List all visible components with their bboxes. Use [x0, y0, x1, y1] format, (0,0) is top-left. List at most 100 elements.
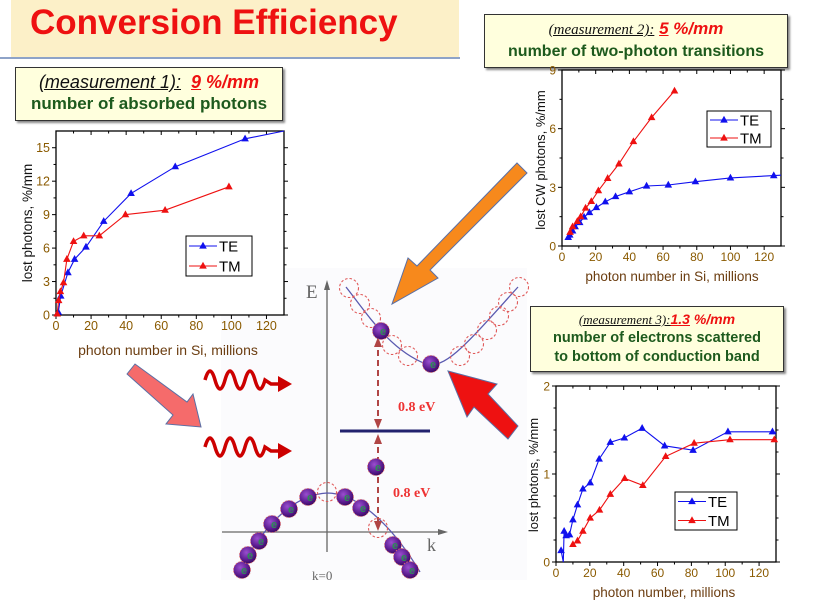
data-point-marker — [595, 454, 603, 462]
data-point-marker — [594, 186, 603, 194]
empty-states — [316, 276, 530, 539]
legend-marker — [199, 241, 207, 249]
legend-label-tm: TM — [740, 131, 762, 148]
data-point-marker — [726, 173, 735, 181]
x-tick-label: 100 — [715, 566, 735, 580]
y-tick-label: 2 — [543, 380, 550, 394]
legend-box — [674, 491, 738, 531]
electron-icon: e — [372, 322, 390, 340]
legend-marker — [199, 261, 207, 269]
empty-state-circle — [367, 517, 389, 539]
x-tick-label: 80 — [685, 566, 699, 580]
x-tick-label: 20 — [589, 250, 603, 264]
svg-text:e: e — [375, 462, 381, 474]
data-point-marker — [691, 177, 700, 185]
empty-state-circle — [488, 305, 510, 327]
measurement-description: number of two-photon transitions — [508, 43, 764, 60]
momentum-axis-arrowhead — [438, 529, 448, 535]
legend-label-te: TE — [708, 494, 727, 511]
data-point-marker — [638, 424, 646, 431]
svg-text:e: e — [392, 540, 398, 552]
data-point-marker — [59, 278, 68, 286]
data-point-marker — [629, 137, 638, 145]
title-band: Conversion Efficiency — [11, 0, 459, 57]
svg-text:e: e — [288, 504, 294, 516]
chart-scattered: 0 20 40 60 80 100 120 0 1 2 photon number, million… — [526, 380, 780, 600]
measurement-description-line-2: to bottom of conduction band — [554, 349, 760, 365]
x-axis-label: photon number in Si, millions — [78, 342, 258, 358]
electron-icon: e — [336, 488, 354, 506]
y-axis-label: lost photons, %/mm — [526, 418, 541, 532]
data-point-marker — [606, 490, 615, 497]
electron-icon: e — [233, 561, 251, 579]
empty-state-circle — [338, 277, 360, 299]
electron-icon: e — [422, 355, 440, 373]
x-tick-label: 80 — [189, 319, 203, 333]
electron-icon: e — [299, 488, 317, 506]
lower-transition-arrowhead-down — [374, 521, 382, 531]
data-point-marker — [639, 481, 647, 489]
empty-state-circle — [381, 334, 403, 356]
electron-icon: e — [384, 536, 402, 554]
data-point-marker — [647, 113, 656, 121]
data-point-marker — [770, 435, 779, 443]
svg-text:e: e — [258, 536, 264, 548]
electron-icon: e — [352, 499, 370, 517]
y-tick-label: 0 — [549, 240, 556, 254]
gap-lower-label: 0.8 eV — [393, 486, 430, 501]
electron-icon: e — [263, 515, 281, 533]
legend-label-te: TE — [740, 113, 759, 130]
electron-icon: e — [250, 532, 268, 550]
data-point-marker — [660, 441, 669, 449]
plot-frame — [55, 130, 285, 316]
data-point-marker — [586, 513, 594, 521]
legend-marker — [720, 115, 728, 123]
x-tick-label: 0 — [553, 566, 560, 580]
data-point-marker — [595, 505, 604, 513]
lower-transition-arrowhead-up — [374, 434, 382, 444]
x-tick-label: 120 — [754, 250, 774, 264]
y-tick-label: 0 — [543, 556, 550, 570]
data-point-marker — [769, 171, 778, 179]
electron-icon: e — [401, 561, 419, 579]
svg-text:e: e — [241, 565, 247, 577]
data-point-marker — [620, 433, 629, 441]
x-tick-label: 40 — [119, 319, 133, 333]
legend: TE TM — [185, 235, 253, 277]
data-point-marker — [569, 540, 577, 547]
y-tick-label: 15 — [36, 141, 50, 155]
measurement-label: (measurement 1): — [38, 72, 181, 92]
data-point-marker — [768, 427, 777, 435]
x-axis-label: photon number in Si, millions — [585, 269, 759, 284]
k0-label: k=0 — [312, 568, 332, 583]
data-point-marker — [127, 189, 135, 197]
data-point-marker — [601, 197, 610, 205]
electron-icon: e — [280, 500, 298, 518]
data-point-marker — [95, 231, 104, 239]
series-tm — [566, 86, 679, 235]
legend-label-tm: TM — [219, 259, 241, 276]
data-point-marker — [241, 134, 249, 142]
momentum-axis-label: k — [427, 535, 436, 555]
y-tick-label: 9 — [43, 208, 50, 222]
data-point-marker — [689, 446, 697, 453]
photon-wave-1 — [203, 369, 292, 392]
y-tick-label: 6 — [549, 122, 556, 136]
x-tick-label: 100 — [720, 250, 740, 264]
series-te — [557, 424, 777, 563]
data-point-marker — [69, 237, 78, 244]
plot-frame — [561, 69, 782, 247]
data-point-marker — [642, 181, 651, 189]
data-point-marker — [64, 268, 72, 276]
title-divider — [0, 57, 460, 59]
red-arrow-icon — [447, 370, 519, 440]
energy-axis-arrowhead — [324, 280, 330, 290]
empty-state-circle — [463, 333, 485, 355]
empty-state-circle — [360, 307, 382, 329]
y-tick-label: 12 — [36, 175, 50, 189]
legend-label-te: TE — [219, 239, 238, 256]
data-point-marker — [603, 174, 612, 181]
data-point-marker — [611, 192, 620, 200]
